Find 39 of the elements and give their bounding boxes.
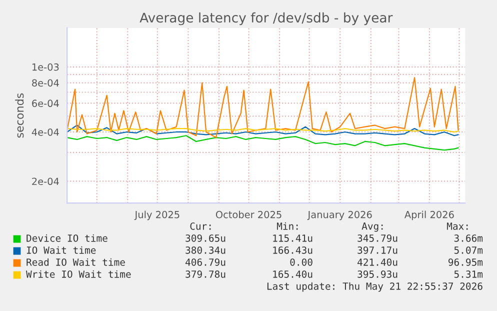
y-tick-label: 1e-03 [32, 63, 59, 71]
y-tick-label: 8e-04 [32, 79, 59, 87]
line-series [67, 135, 459, 151]
y-axis-title: seconds [15, 93, 24, 138]
text: 5.07m [454, 246, 483, 254]
x-tick-label: January 2026 [307, 210, 372, 220]
text: 3.66m [454, 234, 483, 242]
text: 421.40u [358, 258, 398, 266]
y-tick-label: 4e-04 [32, 128, 59, 136]
text: 395.93u [358, 270, 398, 278]
x-tick-label: July 2025 [134, 210, 180, 220]
text: 397.17u [358, 246, 398, 254]
text: Min: [276, 222, 298, 230]
text: 379.78u [186, 270, 226, 278]
line-series [67, 77, 459, 138]
text: 115.41u [273, 234, 312, 242]
text: 345.79u [358, 234, 398, 242]
text: Max: [446, 222, 468, 230]
text: 96.95m [448, 258, 483, 266]
text: 165.40u [273, 270, 312, 278]
text: Cur: [190, 222, 211, 230]
legend-label: Write IO Wait time [26, 270, 131, 278]
legend-label: Device IO time [26, 234, 108, 242]
line-series [67, 124, 459, 136]
chart-title: Average latency for /dev/sdb - by year [140, 12, 393, 26]
text: Avg: [362, 222, 383, 232]
text: 406.79u [186, 258, 226, 266]
text: 0.00 [290, 258, 312, 266]
x-tick-label: October 2025 [216, 210, 282, 218]
text: Last update: Thu May 21 22:55:37 2026 [267, 282, 482, 292]
text: 309.65u [186, 234, 226, 242]
y-tick-label: 6e-04 [32, 100, 59, 108]
x-tick-label: April 2026 [404, 210, 454, 220]
legend-label: Read IO Wait time [26, 258, 125, 266]
text: 166.43u [273, 246, 312, 254]
legend-label: IO Wait time [26, 246, 96, 254]
text: 5.31m [454, 270, 483, 278]
y-tick-label: 2e-04 [32, 178, 59, 186]
text: 380.34u [186, 246, 226, 254]
